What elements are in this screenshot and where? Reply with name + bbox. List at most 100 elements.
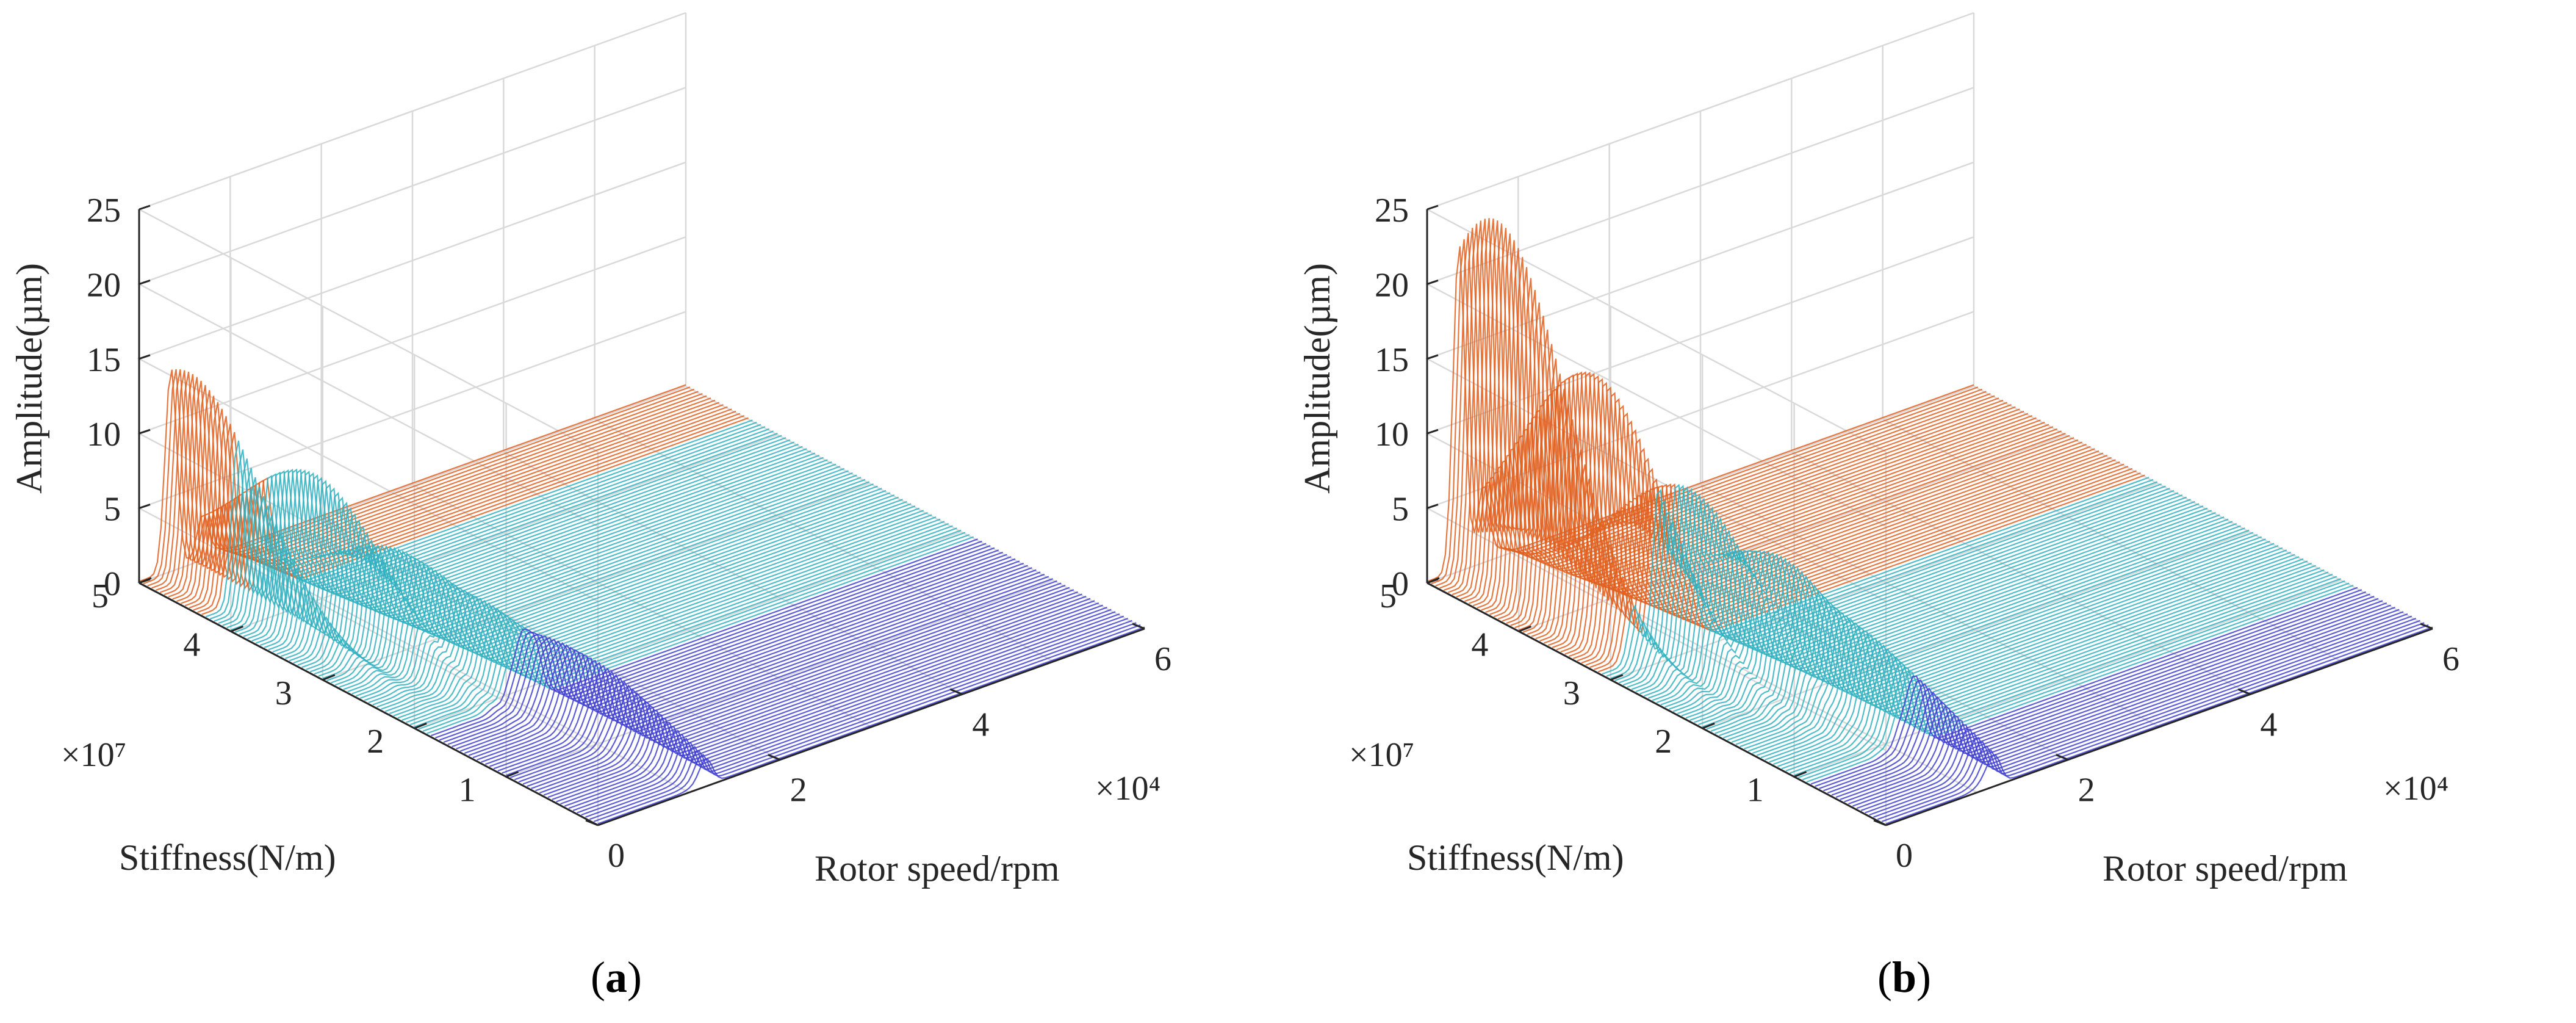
series-line	[1744, 551, 2291, 750]
y-tick-label: 3	[275, 674, 292, 712]
series-line	[1735, 547, 2283, 745]
series-line	[1560, 398, 2108, 653]
z-tick	[139, 279, 151, 285]
series-line	[393, 518, 941, 717]
x-tick	[768, 754, 781, 761]
series-line	[410, 527, 957, 726]
z-axis-label: Amplitude(µm)	[9, 263, 49, 494]
series-line	[1714, 536, 2262, 734]
y-axis-multiplier: ×10⁷	[1349, 736, 1414, 774]
series-line	[1664, 510, 2212, 708]
series-line	[1865, 615, 2412, 814]
y-tick	[230, 626, 243, 632]
series-line	[477, 562, 1024, 761]
y-tick-label: 1	[459, 772, 476, 809]
series-line	[510, 580, 1057, 778]
series-line	[1669, 512, 2216, 710]
series-line	[1706, 532, 2254, 730]
series-line	[472, 560, 1020, 759]
series-line	[1698, 527, 2245, 726]
x-tick-label: 2	[2078, 772, 2095, 809]
y-tick-label: 5	[1380, 577, 1397, 615]
series-line	[1802, 582, 2350, 781]
series-line	[485, 567, 1032, 765]
x-tick-label: 6	[2442, 640, 2459, 678]
series-line	[231, 432, 778, 631]
series-line	[1506, 302, 2054, 624]
series-line	[460, 554, 1007, 752]
series-line	[306, 472, 853, 670]
series-line	[531, 591, 1078, 789]
x-tick	[2056, 754, 2069, 761]
series-line	[1844, 604, 2391, 803]
series-line	[593, 624, 1141, 822]
series-line	[218, 426, 766, 624]
y-tick	[1427, 577, 1440, 584]
data-layer	[1427, 218, 2433, 825]
series-line	[284, 461, 832, 659]
series-line	[1869, 618, 2417, 816]
series-line	[564, 609, 1112, 807]
series-line	[1777, 569, 2325, 767]
series-line	[339, 490, 887, 688]
series-line	[314, 477, 862, 675]
series-line	[1806, 584, 2354, 783]
series-line	[1840, 602, 2387, 800]
series-line	[1685, 521, 2233, 719]
y-tick-label: 4	[1471, 626, 1488, 663]
series-line	[1677, 516, 2225, 715]
z-tick	[1427, 279, 1439, 285]
series-line	[1885, 626, 2433, 825]
z-tick-label: 0	[1392, 565, 1409, 603]
series-line	[1815, 589, 2362, 787]
y-tick-label: 2	[1655, 723, 1672, 761]
z-tick-label: 5	[1392, 491, 1409, 529]
z-tick-label: 10	[1375, 416, 1409, 454]
series-line	[518, 584, 1066, 783]
x-tick-label: 6	[1154, 640, 1171, 678]
x-tick	[2420, 623, 2433, 630]
series-line	[1835, 600, 2383, 798]
series-line	[1860, 613, 2408, 811]
series-line	[1672, 514, 2220, 712]
x-axis-multiplier: ×10⁴	[2383, 770, 2448, 808]
series-line	[256, 446, 803, 644]
series-line	[1614, 483, 2162, 682]
y-tick-label: 1	[1747, 772, 1764, 809]
series-line	[251, 443, 799, 642]
series-line	[493, 571, 1041, 770]
series-line	[406, 525, 953, 723]
y-tick-label: 2	[367, 723, 384, 761]
series-line	[1681, 518, 2229, 717]
series-line	[1589, 457, 2137, 668]
series-line	[1819, 591, 2366, 789]
x-tick-label: 2	[790, 772, 807, 809]
axis-layer	[1426, 204, 2433, 826]
series-line	[481, 565, 1028, 763]
series-line	[502, 576, 1049, 774]
series-line	[326, 483, 874, 682]
series-line	[297, 468, 845, 666]
series-line	[1502, 289, 2049, 622]
panel-caption-a: (a)	[591, 953, 642, 1002]
series-line	[331, 485, 878, 684]
x-axis-multiplier: ×10⁴	[1095, 770, 1160, 808]
series-line	[401, 522, 949, 721]
series-line	[264, 450, 811, 648]
series-line	[1769, 565, 2316, 763]
series-line	[1723, 540, 2270, 739]
z-tick-label: 10	[87, 416, 121, 454]
series-line	[234, 435, 782, 633]
series-line	[1710, 533, 2258, 732]
series-line	[1765, 562, 2312, 761]
chart-panel-b: 0 5 10 15 20 25 1 2 3 4 5 0 2 4 6 Amplitude(µm) Stiffn…	[1288, 0, 2576, 1023]
series-line	[497, 573, 1045, 772]
series-line	[414, 529, 962, 728]
y-tick	[1610, 674, 1624, 681]
series-line	[581, 618, 1129, 816]
z-tick	[139, 504, 151, 510]
floor-grid-line	[1517, 549, 1977, 793]
series-line	[447, 547, 995, 745]
